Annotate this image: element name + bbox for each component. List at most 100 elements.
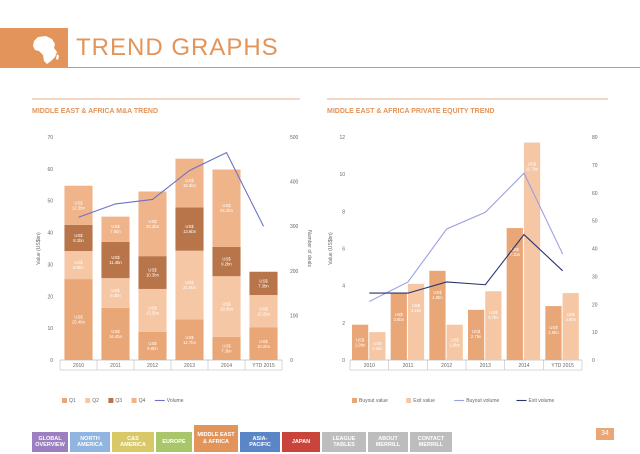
bar-segment xyxy=(138,331,167,360)
bar-value-label: US$ xyxy=(148,268,157,273)
bar-segment xyxy=(138,191,167,257)
nav-tab-global-overview[interactable]: GLOBAL OVERVIEW xyxy=(32,432,68,452)
chart-title: MIDDLE EAST & AFRICA M&A TREND xyxy=(32,108,158,115)
bar-value-label: US$ xyxy=(433,290,442,295)
bar-value-label: US$ xyxy=(549,325,558,330)
bar-value-label: US$ xyxy=(528,162,537,167)
page-title: TREND GRAPHS xyxy=(76,34,279,61)
bar-segment xyxy=(175,319,204,360)
bar-value-label: 20.3bn xyxy=(146,224,159,229)
x-tick-label: 2010 xyxy=(364,363,375,369)
nav-tab-c-s-america[interactable]: C&S AMERICA xyxy=(112,432,154,452)
legend-label: Q1 xyxy=(69,398,76,404)
bar-segment xyxy=(249,271,278,296)
legend-label: Buyout volume xyxy=(466,398,499,404)
bar xyxy=(390,293,407,360)
y2-tick-label: 80 xyxy=(592,135,598,141)
legend-label: Q4 xyxy=(139,398,146,404)
bar-value-label: US$ xyxy=(567,312,576,317)
y2-tick-label: 10 xyxy=(592,330,598,336)
legend-swatch xyxy=(108,398,114,403)
y2-tick-label: 0 xyxy=(592,358,595,364)
x-tick-label: 2014 xyxy=(221,363,232,369)
line-series xyxy=(369,172,564,302)
bar-segment xyxy=(212,276,241,337)
bar-value-label: 15.3bn xyxy=(183,183,196,188)
bar xyxy=(523,142,541,360)
y-tick-label: 4 xyxy=(342,284,345,290)
nav-tab-contact-merrill[interactable]: CONTACT MERRILL xyxy=(410,432,452,452)
nav-tab-middle-east-africa[interactable]: MIDDLE EAST & AFRICA xyxy=(194,425,238,452)
bar-value-label: US$ xyxy=(259,339,268,344)
nav-tab-europe[interactable]: EUROPE xyxy=(156,432,192,452)
bar-value-label: US$ xyxy=(111,329,120,334)
bar-value-label: US$ xyxy=(148,219,157,224)
line-series xyxy=(369,233,564,294)
y2-tick-label: 50 xyxy=(592,219,598,225)
bar-segment xyxy=(175,250,204,320)
header-badge xyxy=(0,28,68,68)
legend-label: Exit volume xyxy=(529,398,555,404)
bar-value-label: 3.6bn xyxy=(565,317,576,322)
y-tick-label: 0 xyxy=(50,358,53,364)
bar-value-label: US$ xyxy=(111,224,120,229)
bar-segment xyxy=(101,278,130,308)
bar-value-label: 7.3bn xyxy=(258,283,269,288)
bar-segment xyxy=(175,158,204,208)
bar-value-label: 2.9bn xyxy=(548,330,559,335)
x-tick-label: 2012 xyxy=(147,363,158,369)
y2-tick-label: 100 xyxy=(290,313,299,319)
nav-tab-about-merrill[interactable]: ABOUT MERRILL xyxy=(368,432,408,452)
bar-segment xyxy=(212,169,241,247)
bar-value-label: 9.2bn xyxy=(221,262,232,267)
bar-value-label: 10.2bn xyxy=(257,311,270,316)
y2-tick-label: 60 xyxy=(592,191,598,197)
bar-value-label: US$ xyxy=(74,315,83,320)
bar xyxy=(407,283,425,360)
bar-value-label: 4.8bn xyxy=(432,295,443,300)
legend-swatch xyxy=(85,398,91,403)
x-tick-label: YTD 2015 xyxy=(551,363,574,369)
bar-value-label: US$ xyxy=(222,203,231,208)
nav-tab-japan[interactable]: JAPAN xyxy=(282,432,320,452)
bar-value-label: 8.2bn xyxy=(73,238,84,243)
y-tick-label: 0 xyxy=(342,358,345,364)
bar xyxy=(562,293,579,360)
y-tick-label: 40 xyxy=(47,231,53,237)
legend-swatch xyxy=(352,398,357,403)
bar-segment xyxy=(249,327,278,360)
bar-value-label: 25.4bn xyxy=(72,320,85,325)
x-tick-label: 2010 xyxy=(73,363,84,369)
bar-value-label: 1.5bn xyxy=(372,346,383,351)
bar-segment xyxy=(64,185,93,225)
bar-value-label: 13.6bn xyxy=(183,229,196,234)
y2-tick-label: 20 xyxy=(592,302,598,308)
bar-value-label: US$ xyxy=(111,288,120,293)
nav-tab-north-america[interactable]: NORTH AMERICA xyxy=(70,432,110,452)
bar-segment xyxy=(138,288,167,332)
bar-value-label: US$ xyxy=(185,178,194,183)
x-tick-label: 2012 xyxy=(441,363,452,369)
bar-value-label: US$ xyxy=(489,310,498,315)
bar xyxy=(446,324,463,360)
bar-value-label: US$ xyxy=(185,335,194,340)
legend-label: Q2 xyxy=(92,398,99,404)
legend-swatch xyxy=(131,398,137,403)
bar-value-label: 8.8bn xyxy=(147,346,158,351)
bar-segment xyxy=(64,251,93,280)
y-tick-label: 10 xyxy=(339,172,345,178)
bar-segment xyxy=(138,256,167,289)
chart-title: MIDDLE EAST & AFRICA PRIVATE EQUITY TREN… xyxy=(327,108,495,115)
bar-segment xyxy=(249,295,278,328)
x-tick-label: 2013 xyxy=(184,363,195,369)
bar-segment xyxy=(212,336,241,360)
nav-tab-league-tables[interactable]: LEAGUE TABLES xyxy=(322,432,366,452)
x-tick-label: 2011 xyxy=(110,363,121,369)
y-tick-label: 50 xyxy=(47,199,53,205)
bar-value-label: 3.6bn xyxy=(394,317,405,322)
bar-value-label: 12.7bn xyxy=(183,340,196,345)
legend-label: Exit value xyxy=(413,398,435,404)
nav-tab-asia-pacific[interactable]: ASIA- PACIFIC xyxy=(240,432,280,452)
bar-value-label: 12.3bn xyxy=(72,205,85,210)
bar-segment xyxy=(64,279,93,360)
